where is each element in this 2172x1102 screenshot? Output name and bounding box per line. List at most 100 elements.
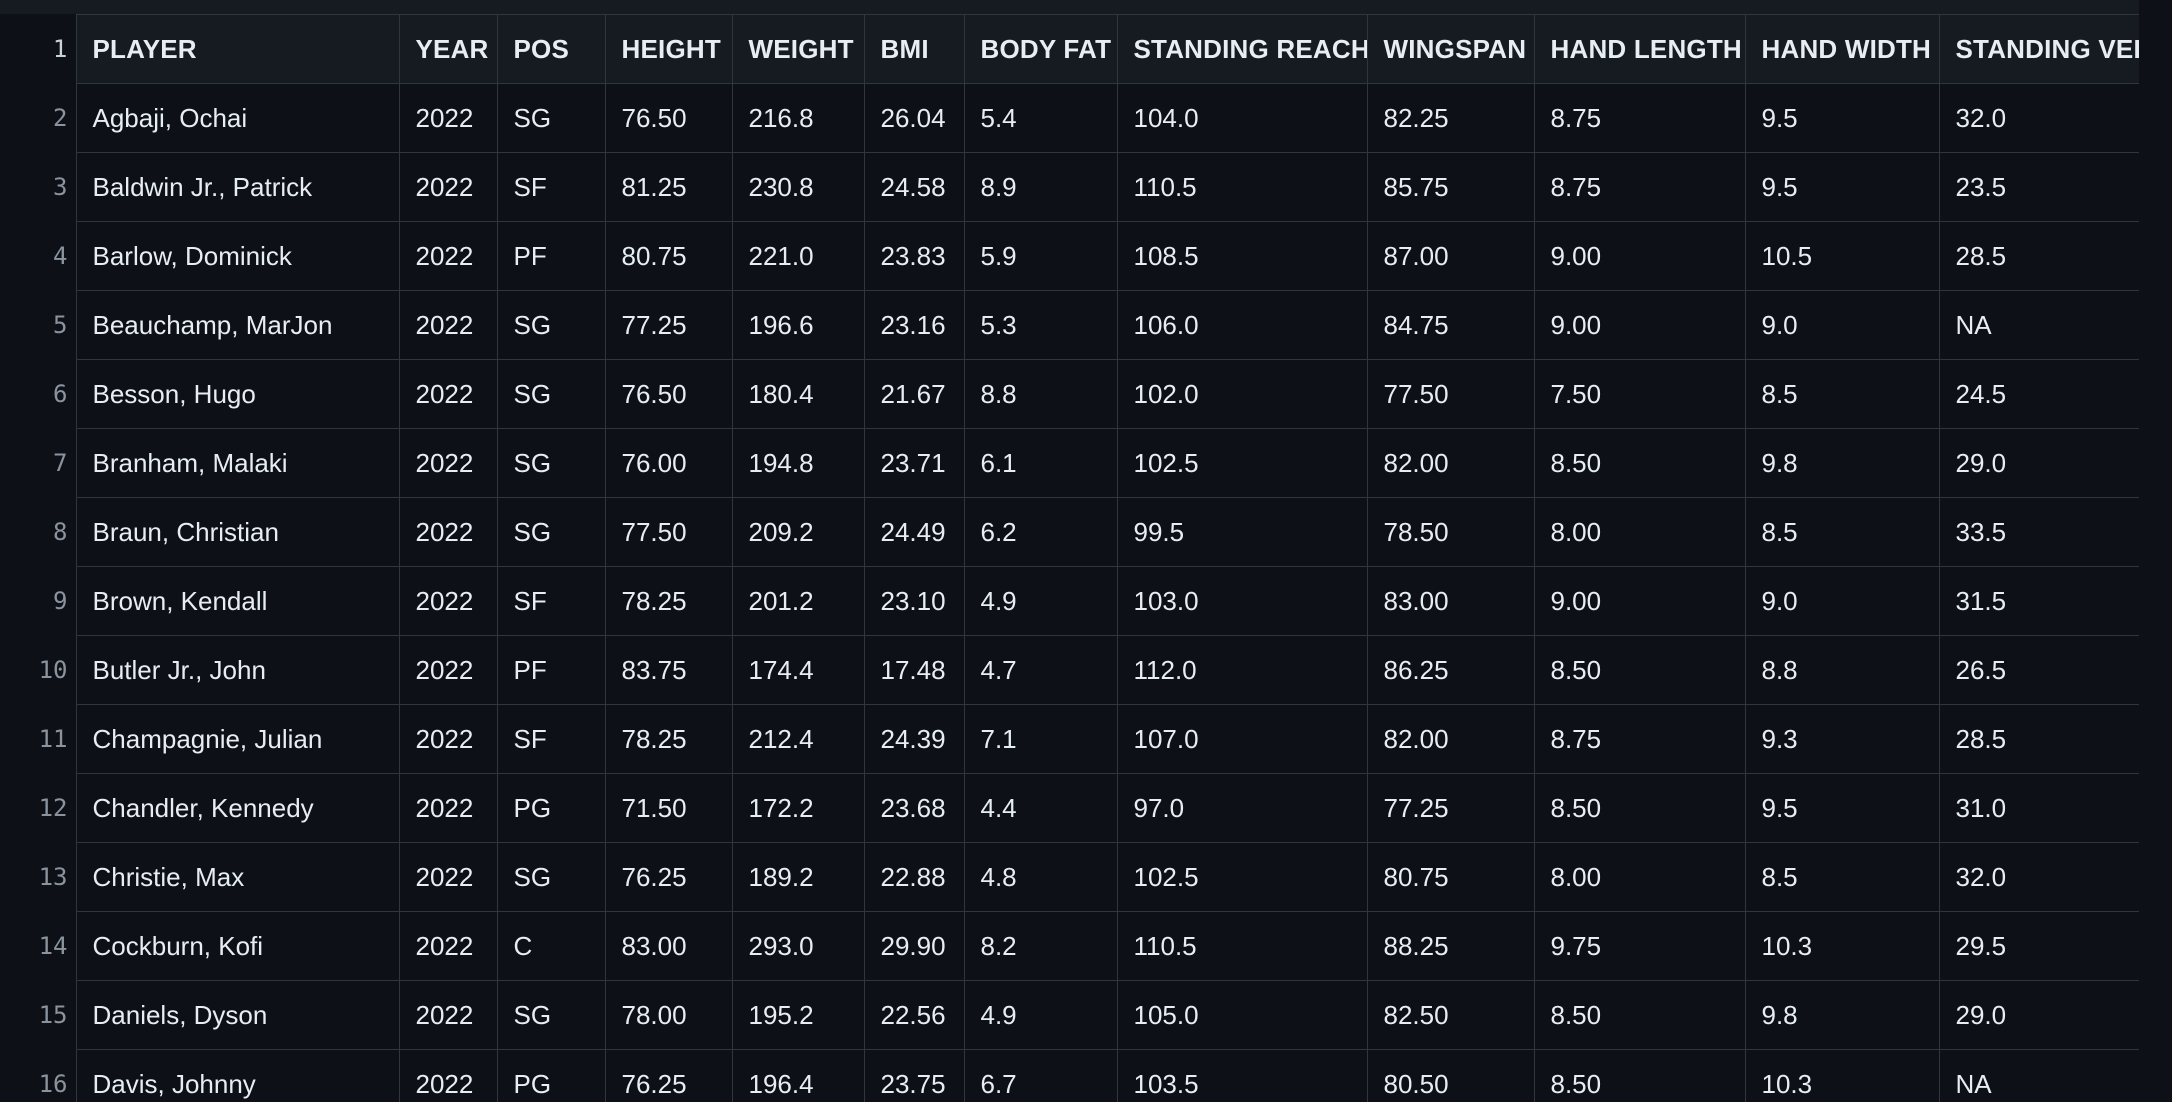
column-header-pos[interactable]: POS [496,14,606,84]
table-cell: Barlow, Dominick [75,221,400,291]
right-edge-mask [2139,0,2172,1102]
table-cell: 7.1 [963,704,1118,774]
line-number: 11 [0,704,77,774]
table-cell: 103.0 [1116,566,1368,636]
column-header-body-fat[interactable]: BODY FAT [963,14,1118,84]
line-number: 13 [0,842,77,912]
table-row: 3 Baldwin Jr., Patrick 2022 SF 81.25 230.8 24.… [0,152,2141,222]
table-cell: 84.75 [1366,290,1535,360]
table-cell: 80.75 [604,221,733,291]
column-header-hand-width[interactable]: HAND WIDTH [1744,14,1940,84]
table-cell: 77.50 [604,497,733,567]
table-cell: 10.5 [1744,221,1940,291]
table-row: 13 Christie, Max 2022 SG 76.25 189.2 22.88 4.8 1… [0,842,2141,912]
line-number: 9 [0,566,77,636]
column-header-weight[interactable]: WEIGHT [731,14,865,84]
table-cell: 8.50 [1533,773,1746,843]
table-cell: 2022 [398,428,498,498]
table-cell: Champagnie, Julian [75,704,400,774]
line-number: 5 [0,290,77,360]
table-cell: 77.25 [604,290,733,360]
table-cell: 8.00 [1533,842,1746,912]
table-row: 8 Braun, Christian 2022 SG 77.50 209.2 24.49 6.… [0,497,2141,567]
table-cell: Cockburn, Kofi [75,911,400,981]
line-number: 7 [0,428,77,498]
table-cell: 32.0 [1938,842,2141,912]
table-cell: 103.5 [1116,1049,1368,1102]
table-row: 2 Agbaji, Ochai 2022 SG 76.50 216.8 26.04 5.4 10… [0,83,2141,153]
table-cell: 17.48 [863,635,965,705]
table-cell: 102.5 [1116,428,1368,498]
table-cell: 2022 [398,497,498,567]
table-cell: 26.5 [1938,635,2141,705]
table-cell: 8.50 [1533,1049,1746,1102]
table-cell: 78.00 [604,980,733,1050]
table-row: 6 Besson, Hugo 2022 SG 76.50 180.4 21.67 8.8 102… [0,359,2141,429]
line-number: 1 [0,14,77,84]
table-cell: 196.6 [731,290,865,360]
table-cell: 2022 [398,911,498,981]
table-cell: 28.5 [1938,704,2141,774]
table-row: 14 Cockburn, Kofi 2022 C 83.00 293.0 29.90 8.2 1… [0,911,2141,981]
table-cell: 2022 [398,566,498,636]
column-header-standing-vert[interactable]: STANDING VERT [1938,14,2141,84]
table-cell: PF [496,635,606,705]
table-cell: 104.0 [1116,83,1368,153]
table-cell: SG [496,842,606,912]
table-cell: 195.2 [731,980,865,1050]
table-cell: 29.0 [1938,980,2141,1050]
table-cell: 77.50 [1366,359,1535,429]
table-cell: Davis, Johnny [75,1049,400,1102]
table-cell: 172.2 [731,773,865,843]
table-cell: 4.8 [963,842,1118,912]
column-header-wingspan[interactable]: WINGSPAN [1366,14,1535,84]
table-row: 10 Butler Jr., John 2022 PF 83.75 174.4 17.48 4… [0,635,2141,705]
table-cell: 10.3 [1744,1049,1940,1102]
table-cell: 9.0 [1744,290,1940,360]
table-cell: 8.00 [1533,497,1746,567]
column-header-hand-length[interactable]: HAND LENGTH [1533,14,1746,84]
table-cell: 112.0 [1116,635,1368,705]
table-cell: 29.5 [1938,911,2141,981]
line-number: 14 [0,911,77,981]
column-header-year[interactable]: YEAR [398,14,498,84]
table-cell: SG [496,83,606,153]
table-cell: 83.00 [1366,566,1535,636]
column-header-standing-reach[interactable]: STANDING REACH [1116,14,1368,84]
table-cell: 4.9 [963,980,1118,1050]
table-cell: 8.8 [1744,635,1940,705]
table-cell: 9.00 [1533,221,1746,291]
table-cell: 216.8 [731,83,865,153]
table-cell: 9.8 [1744,980,1940,1050]
table-cell: 31.0 [1938,773,2141,843]
table-cell: 23.16 [863,290,965,360]
table-cell: 9.75 [1533,911,1746,981]
table-cell: 76.25 [604,1049,733,1102]
line-number: 10 [0,635,77,705]
table-cell: 83.00 [604,911,733,981]
table-cell: 24.39 [863,704,965,774]
table-cell: 7.50 [1533,359,1746,429]
header-row: 1 PLAYER YEAR POS HEIGHT WEIGHT BMI BODY… [0,14,2141,84]
table-cell: Brown, Kendall [75,566,400,636]
table-cell: 28.5 [1938,221,2141,291]
table-cell: 230.8 [731,152,865,222]
table-cell: 87.00 [1366,221,1535,291]
table-cell: 82.25 [1366,83,1535,153]
table-cell: Daniels, Dyson [75,980,400,1050]
table-row: 12 Chandler, Kennedy 2022 PG 71.50 172.2 23.68… [0,773,2141,843]
table-cell: NA [1938,290,2141,360]
column-header-bmi[interactable]: BMI [863,14,965,84]
table-cell: 107.0 [1116,704,1368,774]
table-cell: 23.10 [863,566,965,636]
table-cell: 2022 [398,773,498,843]
table-cell: 82.00 [1366,428,1535,498]
table-cell: SG [496,497,606,567]
table-cell: 23.83 [863,221,965,291]
column-header-player[interactable]: PLAYER [75,14,400,84]
table-cell: 33.5 [1938,497,2141,567]
table-cell: 8.50 [1533,428,1746,498]
column-header-height[interactable]: HEIGHT [604,14,733,84]
table-cell: 82.50 [1366,980,1535,1050]
table-cell: 8.75 [1533,83,1746,153]
